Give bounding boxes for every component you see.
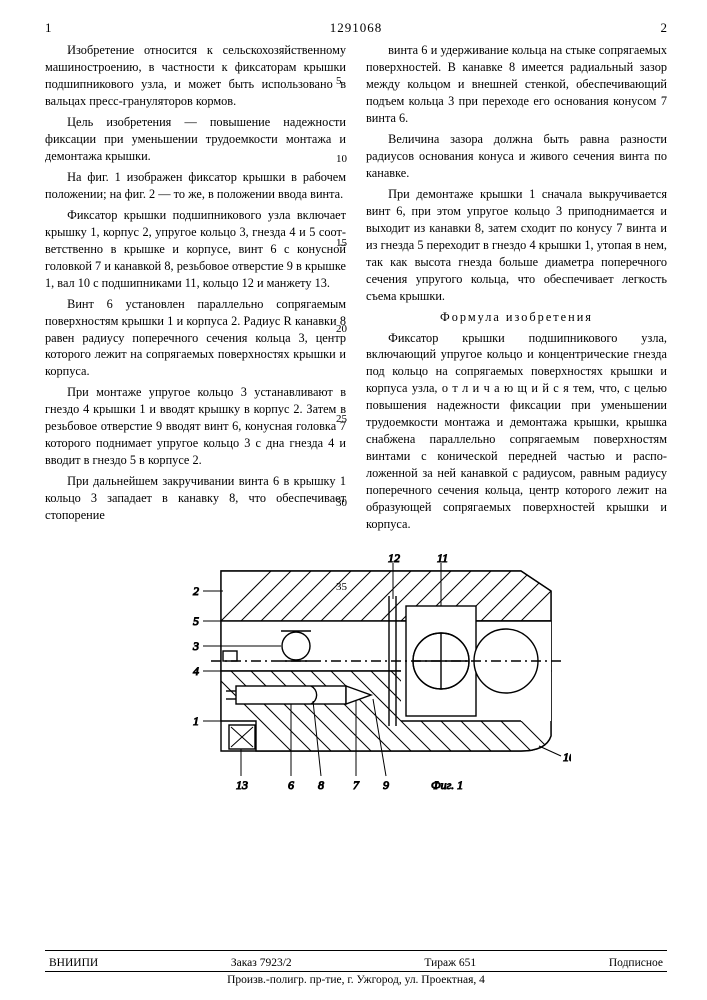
paragraph: При демонтаже крышки 1 сначала выкручива… (366, 186, 667, 305)
ref-label: 1 (193, 714, 199, 728)
paragraph: Изобретение относится к сельско­хозяйств… (45, 42, 346, 110)
line-number: 35 (336, 582, 347, 593)
line-number: 20 (336, 324, 347, 335)
text-columns: Изобретение относится к сельско­хозяйств… (45, 42, 667, 537)
paragraph: Величина зазора должна быть равна разнос… (366, 131, 667, 182)
page-header: 1 1291068 2 (45, 20, 667, 36)
ref-label: 5 (193, 614, 199, 628)
paragraph: При монтаже упругое кольцо 3 ус­танавлив… (45, 384, 346, 469)
column-left: Изобретение относится к сельско­хозяйств… (45, 42, 346, 537)
ref-label: 13 (236, 778, 248, 792)
imprint-footer: ВНИИПИ Заказ 7923/2 Тираж 651 Подписное … (45, 950, 667, 986)
page-number-right: 2 (647, 20, 667, 36)
footer-sign: Подписное (609, 957, 663, 969)
footer-tirazh: Тираж 651 (424, 957, 476, 969)
ref-label: 11 (437, 551, 448, 565)
footer-org: ВНИИПИ (49, 957, 98, 969)
ref-label: 9 (383, 778, 389, 792)
ref-label: 6 (288, 778, 294, 792)
page: 1 1291068 2 5 10 15 20 25 30 35 Изобрете… (0, 0, 707, 1000)
line-number: 30 (336, 498, 347, 509)
column-right: винта 6 и удерживание кольца на сты­ке с… (366, 42, 667, 537)
paragraph: Фиксатор крышки подшипникового узла, вкл… (366, 330, 667, 534)
paragraph: Цель изобретения — повышение на­дежности… (45, 114, 346, 165)
line-number: 25 (336, 414, 347, 425)
footer-order: Заказ 7923/2 (231, 957, 292, 969)
formula-title: Формула изобретения (366, 309, 667, 326)
paragraph: Фиксатор крышки подшипникового узла вклю… (45, 207, 346, 292)
ref-label: 12 (388, 551, 400, 565)
page-number-left: 1 (45, 20, 65, 36)
figure-1: 12 11 2 5 3 4 1 10 13 6 8 7 9 Фиг. 1 (45, 551, 667, 796)
line-number: 5 (336, 76, 342, 87)
paragraph: При дальнейшем закручивании винта 6 в кр… (45, 473, 346, 524)
paragraph: винта 6 и удерживание кольца на сты­ке с… (366, 42, 667, 127)
ref-label: 3 (192, 639, 199, 653)
patent-number: 1291068 (65, 20, 647, 36)
ref-label: 7 (353, 778, 360, 792)
footer-address: Произв.-полигр. пр-тие, г. Ужгород, ул. … (45, 972, 667, 986)
figure-svg: 12 11 2 5 3 4 1 10 13 6 8 7 9 Фиг. 1 (141, 551, 571, 796)
line-number: 10 (336, 154, 347, 165)
paragraph: Винт 6 установлен параллельно со­прягаем… (45, 296, 346, 381)
line-number: 15 (336, 238, 347, 249)
paragraph: На фиг. 1 изображен фиксатор крыш­ки в р… (45, 169, 346, 203)
ref-label: 2 (193, 584, 199, 598)
figure-caption: Фиг. 1 (431, 778, 463, 792)
ref-label: 8 (318, 778, 324, 792)
ref-label: 10 (563, 750, 571, 764)
ref-label: 4 (193, 664, 199, 678)
